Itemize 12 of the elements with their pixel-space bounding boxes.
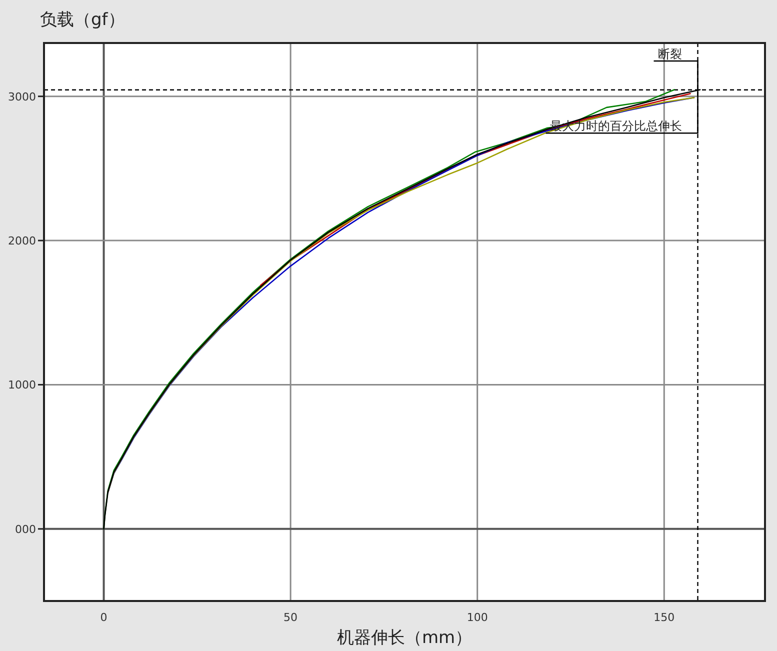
annotation: 最大力时的百分比总伸长 <box>550 119 682 134</box>
y-tick-label: 000 <box>15 522 36 536</box>
x-tick-label: 0 <box>100 611 108 624</box>
x-axis-title: 机器伸长（mm） <box>336 628 472 648</box>
x-tick-label: 150 <box>654 611 675 624</box>
x-tick-label: 50 <box>284 611 298 624</box>
annotation: 断裂 <box>658 47 682 62</box>
y-tick-label: 2000 <box>8 234 36 248</box>
x-tick-label: 100 <box>466 611 488 624</box>
y-tick-label: 3000 <box>8 90 36 104</box>
y-tick-label: 1000 <box>8 378 36 392</box>
y-axis-title: 负载（gf） <box>40 10 125 30</box>
